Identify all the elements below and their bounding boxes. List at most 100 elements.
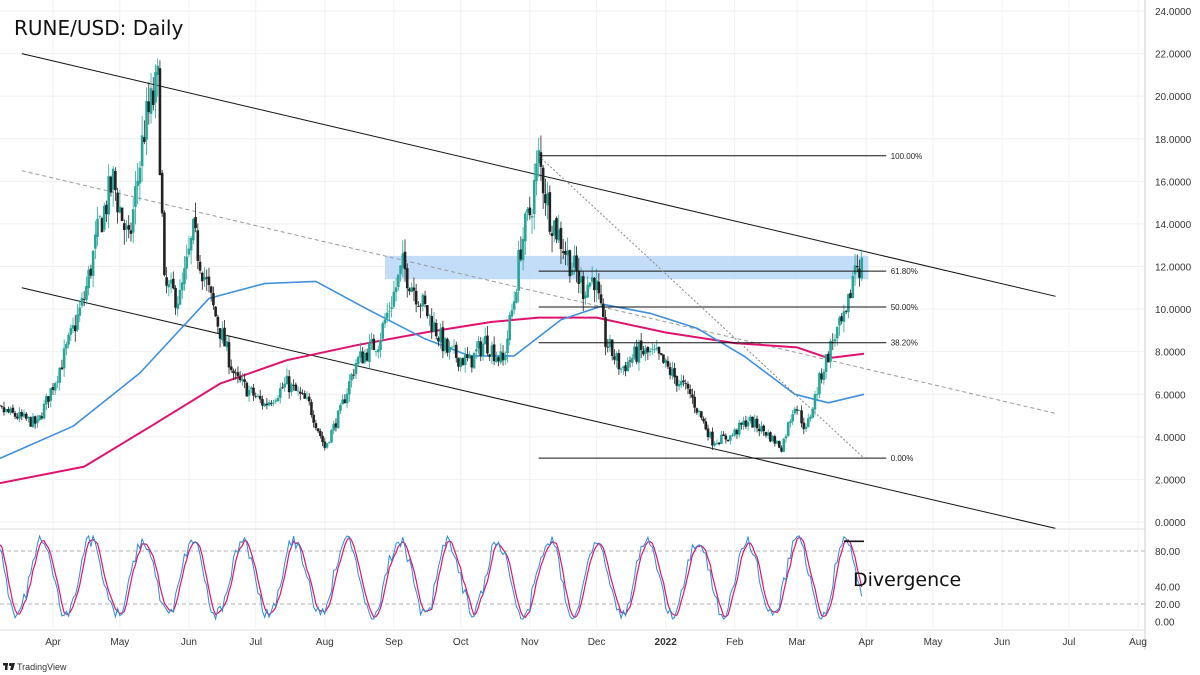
candle [91,249,95,288]
candle [744,415,748,429]
channel-mid-line [21,170,1056,414]
candle [664,358,667,368]
x-tick-label: Jul [249,637,262,648]
candle [261,395,264,410]
candle [147,82,151,125]
candle [76,304,79,332]
candle [771,435,774,442]
candle [613,349,616,365]
candle [243,373,246,389]
candle [470,355,474,373]
candle [724,433,728,444]
tradingview-branding[interactable]: TradingView [3,662,67,672]
candle [833,334,837,347]
candle [679,374,683,388]
candle [58,367,61,391]
candle [401,240,405,277]
candle [526,207,529,221]
candle [156,58,160,97]
candle [840,312,843,325]
candle [274,398,278,404]
candle [348,374,351,402]
candle [178,279,182,306]
candle [345,388,349,409]
candle [561,239,565,260]
candle [7,406,10,414]
candle [849,289,852,299]
candle [4,408,8,414]
candle [791,409,794,425]
candle [706,424,710,441]
candle [800,405,803,428]
candle [804,423,808,432]
candle [437,336,440,347]
candle [829,338,832,369]
candle [256,394,260,398]
candle [249,386,253,394]
tradingview-name: TradingView [17,662,67,672]
candle [599,284,603,305]
candle [354,359,358,379]
candle [287,370,291,399]
candle [628,356,632,368]
candle [439,323,442,349]
candle [247,385,251,402]
candle [296,386,300,396]
candle [682,375,685,387]
candle [241,373,244,386]
candle [98,215,102,219]
candle [657,346,661,360]
candle [528,196,532,220]
candle [225,335,229,352]
candle [593,277,596,303]
candle [441,320,445,359]
x-tick-label: Apr [45,637,61,648]
candle [452,338,456,354]
fibonacci-retracement[interactable]: 100.00% 61.80% 50.00% 38.20% 0.00% [538,152,923,463]
candle [412,277,416,302]
candle [722,431,725,436]
candle [475,341,478,359]
candle [590,266,594,285]
candle [617,349,621,375]
candle [16,413,19,420]
candle [728,435,732,445]
candle [519,236,523,262]
candle [111,165,115,207]
candle [535,150,538,196]
candle [443,336,447,355]
candle [713,441,716,448]
x-tick-label: Mar [789,637,807,648]
candle [778,440,781,449]
candle [700,411,703,421]
candle [207,267,211,293]
candle [432,311,436,333]
candle [532,163,536,230]
y-tick-label: 8.0000 [1155,348,1186,359]
candle [169,272,173,294]
candle [472,352,476,369]
candle [372,334,376,351]
oscillator-tick-label: 0.00 [1155,618,1175,629]
candle [586,276,590,299]
candle [303,390,307,399]
candle [454,341,458,363]
candle [408,287,411,296]
candle [212,286,215,310]
candle [595,268,598,303]
candle [163,210,166,277]
candle [227,335,231,375]
candle [96,206,99,247]
candle [508,312,512,346]
candle [359,342,362,363]
candle [668,362,672,380]
candle [368,334,371,369]
candle [356,355,360,366]
candle [238,371,242,383]
candle [601,298,605,318]
candle [715,439,719,445]
candle [336,409,340,429]
candle [495,351,498,363]
candle [307,393,311,406]
